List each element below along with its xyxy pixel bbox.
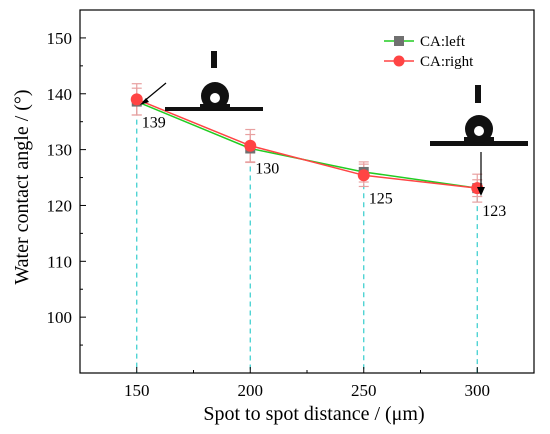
x-axis-ticks: 150 200 250 300 <box>79 367 535 400</box>
y-axis-ticks: 100 110 120 130 140 150 <box>47 9 86 374</box>
y-tick-label: 110 <box>47 252 72 271</box>
data-point-circle <box>130 93 143 106</box>
droplet-illustration-left <box>165 51 263 111</box>
pointer-arrows <box>140 82 485 196</box>
series-line-caright <box>136 98 478 189</box>
x-tick-label: 150 <box>124 381 150 400</box>
x-tick-label: 250 <box>351 381 377 400</box>
series-line-caleft <box>136 100 478 189</box>
error-bars <box>131 83 483 203</box>
x-tick-label: 300 <box>465 381 491 400</box>
y-axis-title: Water contact angle / (°) <box>11 89 33 284</box>
legend: CA:left CA:right <box>384 34 474 70</box>
data-label: 123 <box>482 203 506 220</box>
data-point-circle <box>244 139 257 152</box>
x-axis-title: Spot to spot distance / (μm) <box>203 403 424 425</box>
legend-marker-left <box>394 36 404 46</box>
legend-label-right: CA:right <box>420 54 474 70</box>
droplet-illustration-right <box>430 85 528 146</box>
guide-lines <box>136 101 478 373</box>
series-lines <box>136 98 478 189</box>
legend-marker-right <box>393 55 405 67</box>
x-tick-label: 200 <box>238 381 264 400</box>
y-tick-label: 100 <box>47 308 73 327</box>
data-labels: 139 130 125 123 <box>142 114 507 220</box>
data-point-circle <box>357 169 370 182</box>
y-tick-label: 120 <box>47 196 73 215</box>
y-tick-label: 140 <box>47 85 73 104</box>
data-label: 125 <box>369 190 393 207</box>
data-label: 130 <box>255 161 279 178</box>
data-label: 139 <box>142 114 166 131</box>
data-markers <box>130 93 484 195</box>
y-tick-label: 130 <box>47 141 73 160</box>
y-tick-label: 150 <box>47 29 73 48</box>
legend-label-left: CA:left <box>420 34 466 50</box>
